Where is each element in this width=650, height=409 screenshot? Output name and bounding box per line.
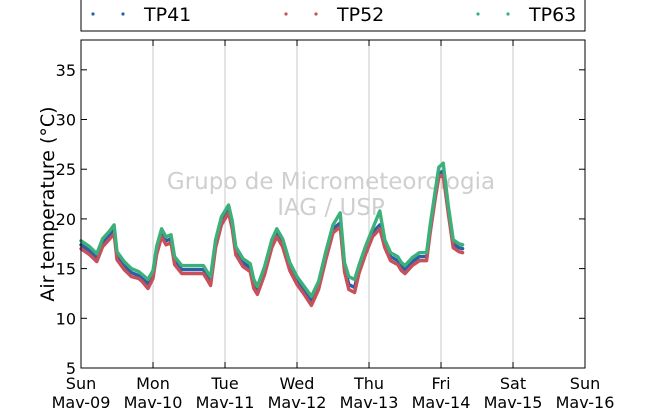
series-line-tp63	[79, 161, 465, 299]
y-tick-label: 10	[56, 309, 76, 328]
legend-label-tp41: TP41	[143, 4, 191, 26]
series-line-tp52	[79, 173, 465, 308]
y-axis-label: Air temperature (°C)	[37, 106, 59, 301]
legend-marker-tp63	[476, 12, 480, 16]
grid	[152, 40, 514, 368]
legend-marker-tp52	[284, 12, 288, 16]
y-tick-label: 15	[56, 260, 76, 279]
watermark-line: IAG / USP	[277, 195, 385, 221]
x-tick-label-date: Mav-12	[268, 393, 327, 409]
y-axis: 5 10 15 20 25 30 35	[56, 61, 585, 378]
legend-label-tp63: TP63	[528, 4, 576, 26]
x-axis: SunMav-09MonMav-10TueMav-11WedMav-12ThuM…	[52, 40, 615, 409]
x-tick-label-date: Mav-14	[412, 393, 471, 409]
x-tick-label-day: Thu	[353, 374, 384, 393]
x-tick-label-date: Mav-11	[196, 393, 255, 409]
y-tick-label: 35	[56, 61, 76, 80]
series-layer	[79, 161, 465, 308]
x-tick-label-date: Mav-09	[52, 393, 111, 409]
x-tick-label-day: Mon	[136, 374, 170, 393]
y-tick-label: 25	[56, 160, 76, 179]
legend-marker-tp41	[91, 12, 95, 16]
legend-marker-tp52	[314, 12, 318, 16]
x-tick-label-date: Mav-13	[340, 393, 399, 409]
x-tick-label-day: Sun	[66, 374, 96, 393]
legend-marker-tp41	[121, 12, 125, 16]
legend-label-tp52: TP52	[336, 4, 384, 26]
y-tick-label: 30	[56, 111, 76, 130]
legend-box	[80, 0, 586, 32]
x-tick-label-day: Tue	[210, 374, 238, 393]
y-tick-label: 20	[56, 210, 76, 229]
legend: TP41 TP52 TP63	[80, 0, 586, 32]
plot-frame	[80, 39, 586, 369]
x-tick-label-date: Mav-10	[124, 393, 183, 409]
x-tick-label-day: Sat	[500, 374, 526, 393]
legend-marker-tp63	[506, 12, 510, 16]
x-tick-label-day: Sun	[570, 374, 600, 393]
x-tick-label-date: Mav-16	[556, 393, 615, 409]
x-tick-label-date: Mav-15	[484, 393, 543, 409]
y-tick-label: 5	[66, 359, 76, 378]
x-tick-label-day: Fri	[431, 374, 450, 393]
x-tick-label-day: Wed	[280, 374, 315, 393]
